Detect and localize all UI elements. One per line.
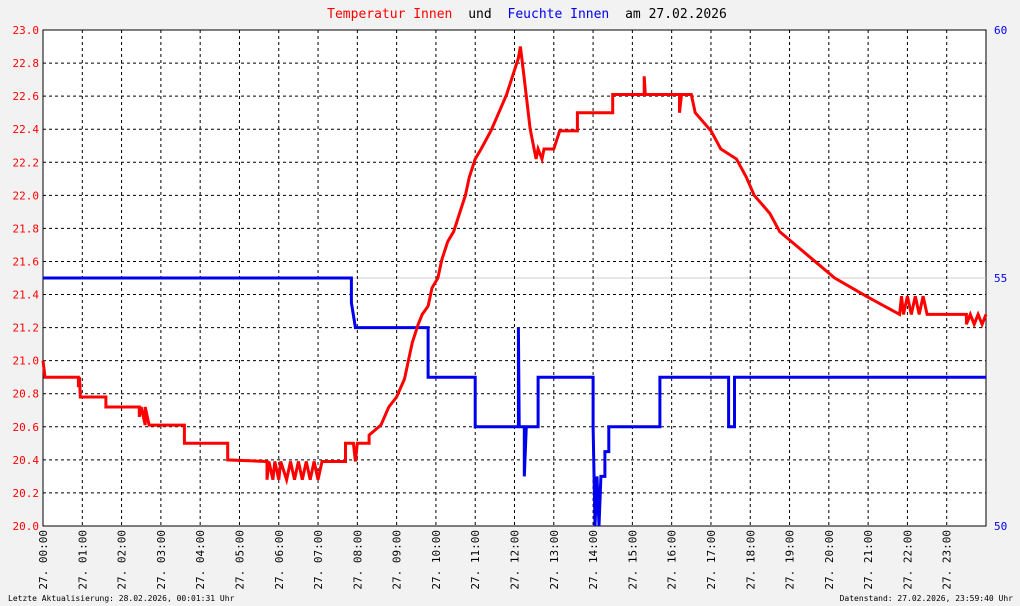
left-tick-label: 20.8 — [13, 388, 40, 401]
right-tick-label: 55 — [994, 272, 1007, 285]
left-tick-label: 21.8 — [13, 222, 40, 235]
x-tick-label: 27. 22:00 — [901, 530, 914, 590]
left-tick-label: 22.8 — [13, 57, 40, 70]
title-and: und — [468, 7, 491, 22]
x-tick-label: 27. 08:00 — [351, 530, 364, 590]
left-tick-label: 22.0 — [13, 189, 40, 202]
right-tick-label: 60 — [994, 24, 1007, 37]
left-tick-label: 22.4 — [13, 123, 40, 136]
x-tick-label: 27. 23:00 — [941, 530, 954, 590]
x-tick-label: 27. 20:00 — [823, 530, 836, 590]
x-tick-label: 27. 00:00 — [37, 530, 50, 590]
x-tick-label: 27. 06:00 — [273, 530, 286, 590]
chart-title: Temperatur Innen und Feuchte Innen am 27… — [327, 7, 727, 22]
x-tick-label: 27. 09:00 — [391, 530, 404, 590]
title-date: am 27.02.2026 — [625, 7, 727, 22]
x-tick-label: 27. 11:00 — [469, 530, 482, 590]
x-tick-label: 27. 05:00 — [233, 530, 246, 590]
left-tick-label: 22.6 — [13, 90, 40, 103]
series-humidity — [43, 276, 986, 527]
x-tick-label: 27. 13:00 — [548, 530, 561, 590]
left-tick-label: 21.2 — [13, 322, 40, 335]
x-tick-label: 27. 02:00 — [116, 530, 129, 590]
x-tick-label: 27. 14:00 — [587, 530, 600, 590]
series-temperature — [41, 46, 988, 486]
left-tick-label: 20.0 — [13, 520, 40, 533]
x-tick-label: 27. 10:00 — [430, 530, 443, 590]
x-tick-label: 27. 04:00 — [194, 530, 207, 590]
x-tick-label: 27. 03:00 — [155, 530, 168, 590]
left-tick-label: 21.4 — [13, 289, 40, 302]
right-tick-label: 50 — [994, 520, 1007, 533]
series-layer — [41, 46, 988, 527]
x-tick-label: 27. 07:00 — [312, 530, 325, 590]
x-tick-label: 27. 16:00 — [666, 530, 679, 590]
x-axis-ticks: 27. 00:00 27. 01:00 27. 02:00 27. 03:00 27. … — [37, 530, 954, 590]
left-tick-label: 20.2 — [13, 487, 40, 500]
left-tick-label: 20.6 — [13, 421, 40, 434]
x-tick-label: 27. 19:00 — [784, 530, 797, 590]
footer-last-update: Letzte Aktualisierung: 28.02.2026, 00:01… — [8, 594, 235, 603]
x-tick-label: 27. 21:00 — [862, 530, 875, 590]
left-tick-label: 21.6 — [13, 255, 40, 268]
right-axis-ticks: 50 55 60 — [994, 24, 1007, 533]
x-tick-label: 27. 01:00 — [76, 530, 89, 590]
left-tick-label: 22.2 — [13, 156, 40, 169]
left-tick-label: 21.0 — [13, 355, 40, 368]
left-tick-label: 23.0 — [13, 24, 40, 37]
title-humidity: Feuchte Innen — [508, 7, 610, 22]
x-tick-label: 27. 12:00 — [509, 530, 522, 590]
footer-data-status: Datenstand: 27.02.2026, 23:59:40 Uhr — [840, 594, 1014, 603]
x-tick-label: 27. 17:00 — [705, 530, 718, 590]
title-temperature: Temperatur Innen — [327, 7, 452, 22]
x-tick-label: 27. 18:00 — [744, 530, 757, 590]
left-tick-label: 20.4 — [13, 454, 40, 467]
x-tick-label: 27. 15:00 — [626, 530, 639, 590]
left-axis-ticks: 20.0 20.2 20.4 20.6 20.8 21.0 21.2 21.4 21.6 21.8… — [13, 24, 40, 533]
